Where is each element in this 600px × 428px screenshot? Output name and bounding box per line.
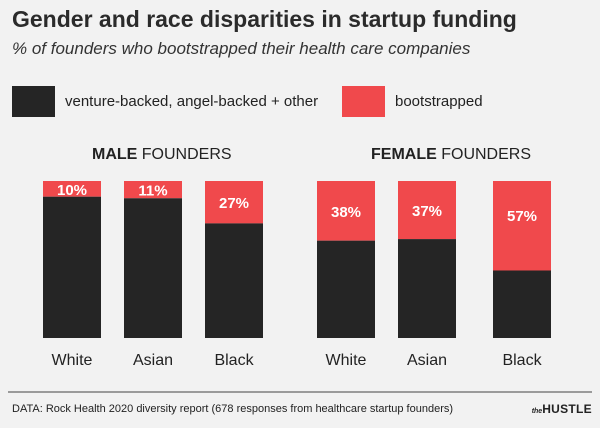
- category-label-male-black: Black: [214, 352, 254, 369]
- data-label-female-white: 38%: [331, 204, 361, 221]
- category-label-male-asian: Asian: [133, 352, 173, 369]
- panel-title-female-rest: FOUNDERS: [436, 146, 532, 163]
- bar-other-female-black: [493, 270, 551, 338]
- category-label-female-white: White: [326, 352, 367, 369]
- data-label-male-white: 10%: [57, 182, 87, 199]
- panel-title-female-bold: FEMALE: [371, 146, 437, 163]
- bar-bootstrapped-male-asian: [124, 181, 182, 199]
- bar-bootstrapped-female-white: [317, 181, 375, 241]
- category-label-male-white: White: [52, 352, 93, 369]
- chart-title: Gender and race disparities in startup f…: [12, 6, 517, 32]
- bar-bootstrapped-female-asian: [398, 181, 456, 240]
- panel-title-male-rest: FOUNDERS: [137, 146, 232, 163]
- panel-title-male: MALE FOUNDERS: [92, 146, 232, 164]
- bar-other-male-white: [43, 196, 101, 338]
- legend-swatch-venture: [12, 86, 55, 117]
- brand-the: the: [531, 408, 543, 415]
- data-label-female-black: 57%: [507, 208, 537, 225]
- bar-other-female-asian: [398, 239, 456, 338]
- bar-bootstrapped-male-white: [43, 181, 101, 197]
- category-label-female-black: Black: [502, 352, 542, 369]
- bar-bootstrapped-female-black: [493, 181, 551, 271]
- data-label-male-black: 27%: [219, 195, 249, 212]
- brand-name: HUSTLE: [542, 402, 592, 416]
- panel-title-female: FEMALE FOUNDERS: [371, 146, 531, 164]
- data-label-female-asian: 37%: [412, 203, 442, 220]
- legend-label-venture: venture-backed, angel-backed + other: [65, 93, 319, 110]
- panel-title-male-bold: MALE: [92, 146, 138, 163]
- category-label-female-asian: Asian: [407, 352, 447, 369]
- legend-label-bootstrapped: bootstrapped: [395, 93, 483, 110]
- chart-subtitle: % of founders who bootstrapped their hea…: [12, 39, 471, 58]
- data-label-male-asian: 11%: [138, 183, 167, 200]
- bar-other-female-white: [317, 240, 375, 338]
- bar-bootstrapped-male-black: [205, 181, 263, 224]
- bar-other-male-black: [205, 223, 263, 338]
- source-note: DATA: Rock Health 2020 diversity report …: [12, 403, 454, 415]
- brand-logo: theHUSTLE: [532, 402, 592, 416]
- legend-item-bootstrapped: bootstrapped: [342, 86, 483, 117]
- bar-other-male-asian: [124, 198, 182, 338]
- legend-item-venture: venture-backed, angel-backed + other: [12, 86, 318, 117]
- legend-swatch-bootstrapped: [342, 86, 385, 117]
